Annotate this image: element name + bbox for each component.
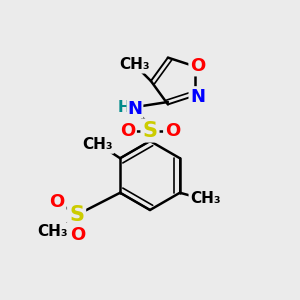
Text: O: O	[50, 193, 65, 211]
Text: H: H	[118, 100, 130, 115]
Text: CH₃: CH₃	[190, 191, 221, 206]
Text: S: S	[142, 121, 158, 140]
Text: O: O	[70, 226, 86, 244]
Text: O: O	[165, 122, 180, 140]
Text: N: N	[190, 88, 205, 106]
Text: CH₃: CH₃	[37, 224, 68, 239]
Text: N: N	[128, 100, 142, 118]
Text: O: O	[120, 122, 135, 140]
Text: S: S	[69, 205, 84, 225]
Text: CH₃: CH₃	[82, 137, 113, 152]
Text: O: O	[190, 57, 206, 75]
Text: CH₃: CH₃	[119, 57, 150, 72]
